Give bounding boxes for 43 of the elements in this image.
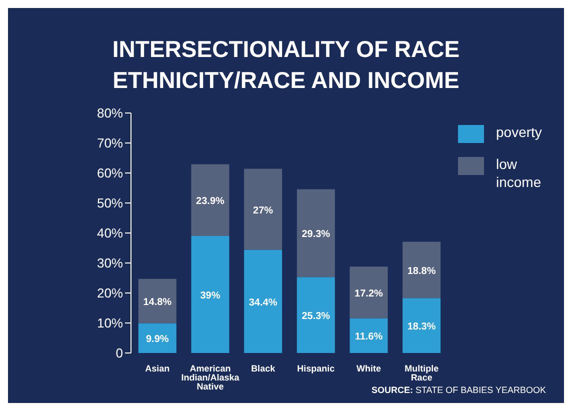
bar — [138, 323, 176, 353]
x-tick-label: Asian — [145, 363, 170, 374]
bar — [244, 250, 282, 353]
y-tick-label: 20% — [96, 286, 124, 301]
bar — [296, 189, 335, 278]
legend-label: low income — [496, 155, 542, 191]
y-tick-label: 0 — [116, 346, 123, 361]
data-label: 27% — [253, 205, 274, 216]
x-tick-label: Multiple Race — [404, 363, 439, 382]
bar — [191, 236, 230, 353]
source-note: SOURCE: STATE OF BABIES YEARBOOK — [371, 385, 546, 395]
data-label: 39% — [200, 290, 220, 302]
y-tick-label: 10% — [96, 316, 124, 331]
bar — [296, 277, 335, 353]
data-label: 9.9% — [146, 334, 169, 346]
y-tick-label: 60% — [96, 166, 124, 181]
y-tick-label: 80% — [96, 106, 124, 121]
x-tick-label: White — [356, 363, 381, 374]
data-label: 29.3% — [302, 229, 330, 240]
bar — [350, 266, 388, 318]
bar — [402, 298, 441, 353]
chart-title: INTERSECTIONALITY OF RACE ETHNICITY/RACE AND INCOME — [111, 35, 461, 95]
data-label: 23.9% — [196, 196, 225, 208]
data-label: 11.6% — [354, 332, 383, 343]
bar — [138, 278, 176, 324]
data-label: 34.4% — [248, 297, 278, 308]
bar — [191, 164, 230, 236]
y-tick-label: 70% — [96, 136, 124, 151]
data-label: 25.3% — [302, 311, 330, 322]
data-label: 17.2% — [354, 288, 384, 300]
legend-label: poverty — [496, 123, 543, 141]
x-tick-label: Black — [251, 363, 276, 374]
data-label: 14.8% — [143, 297, 172, 308]
x-tick-label: American Indian/Alaska Native — [181, 363, 240, 392]
bar — [402, 242, 441, 298]
y-tick-label: 30% — [96, 256, 124, 271]
x-tick-label: Hispanic — [297, 363, 335, 374]
data-label: 18.3% — [407, 322, 436, 333]
bar — [350, 318, 388, 353]
y-tick-label: 50% — [96, 196, 124, 211]
bar — [244, 168, 282, 250]
y-tick-label: 40% — [96, 226, 124, 241]
data-label: 18.8% — [407, 266, 436, 277]
